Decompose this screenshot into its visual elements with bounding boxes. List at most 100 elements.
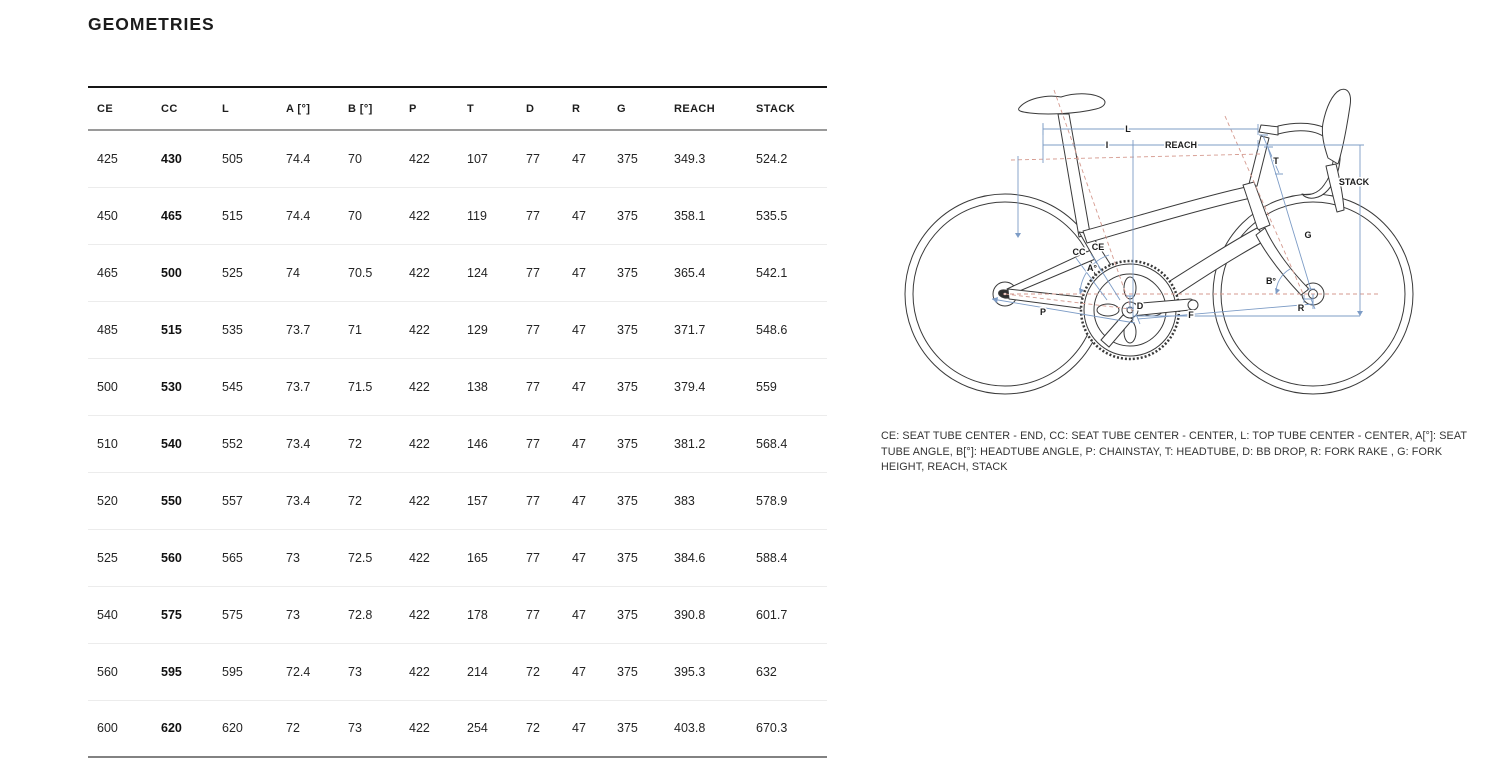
top-tube-horizontal-line: [1010, 153, 1261, 161]
table-cell: 47: [572, 322, 586, 337]
table-cell: 47: [572, 436, 586, 451]
table-cell: 47: [572, 265, 586, 280]
column-header: G: [617, 102, 626, 115]
table-cell: 422: [409, 493, 430, 508]
seatpost: [1057, 113, 1091, 238]
table-cell: 384.6: [674, 550, 706, 565]
column-header: P: [409, 102, 417, 115]
table-row: 465 500 525 74 70.5 422 124 77 47 375 365.4 542.1: [88, 244, 827, 301]
p-arrow: [992, 297, 998, 303]
table-cell: 500: [97, 379, 118, 394]
table-cell: 73: [286, 550, 300, 565]
legend-line: TUBE ANGLE, B[°]: HEADTUBE ANGLE, P: CHA…: [881, 445, 1443, 458]
table-cell: 515: [161, 322, 182, 337]
table-cell: 73.7: [286, 379, 311, 394]
table-cell: 375: [617, 664, 638, 679]
table-cell: 138: [467, 379, 488, 394]
d-dim-line: [1126, 295, 1134, 309]
label-t: T: [1273, 156, 1279, 166]
b-arc-arrow: [1275, 288, 1280, 294]
table-cell: 559: [756, 379, 777, 394]
table-cell: 505: [222, 151, 243, 166]
label-cc: CC: [1073, 247, 1086, 257]
table-cell: 73: [348, 721, 362, 736]
table-cell: 70.5: [348, 265, 373, 280]
table-cell: 422: [409, 607, 430, 622]
label-f: F: [1188, 310, 1194, 320]
table-cell: 73: [348, 664, 362, 679]
column-header: REACH: [674, 102, 716, 115]
table-cell: 510: [97, 436, 118, 451]
table-cell: 620: [222, 721, 243, 736]
table-cell: 465: [97, 265, 118, 280]
l-dim-line: [1042, 124, 1259, 135]
table-cell: 358.1: [674, 208, 706, 223]
table-row: 560 595 595 72.4 73 422 214 72 47 375 395.3 632: [88, 643, 827, 700]
table-cell: 119: [467, 208, 487, 223]
table-cell: 47: [572, 151, 586, 166]
axis-dashed-lines: [1003, 89, 1380, 315]
label-a-angle: A°: [1087, 263, 1097, 273]
table-body: 425 430 505 74.4 70 422 107 77 47 375 349.3 524.2 45…: [88, 130, 827, 757]
table-cell: 74.4: [286, 208, 311, 223]
table-cell: 72: [286, 721, 300, 736]
table-cell: 77: [526, 151, 540, 166]
table-cell: 530: [161, 379, 182, 394]
cc-dim-line: [1075, 257, 1108, 301]
table-cell: 375: [617, 322, 638, 337]
table-cell: 74.4: [286, 151, 311, 166]
table-cell: 565: [222, 550, 243, 565]
table-cell: 349.3: [674, 151, 706, 166]
table-cell: 520: [97, 493, 118, 508]
table-cell: 588.4: [756, 550, 788, 565]
table-cell: 157: [467, 493, 488, 508]
table-cell: 670.3: [756, 721, 788, 736]
column-header: A [°]: [286, 102, 311, 115]
table-row: 525 560 565 73 72.5 422 165 77 47 375 384.6 588.4: [88, 529, 827, 586]
table-cell: 545: [222, 379, 243, 394]
table-cell: 450: [97, 208, 118, 223]
table-cell: 70: [348, 208, 362, 223]
stem: [1258, 124, 1281, 136]
table-cell: 77: [526, 208, 540, 223]
table-cell: 254: [467, 721, 488, 736]
seat-vertical-arrow: [1015, 233, 1021, 238]
column-header: D: [526, 102, 535, 115]
table-row: 500 530 545 73.7 71.5 422 138 77 47 375 379.4 559: [88, 358, 827, 415]
table-cell: 375: [617, 265, 638, 280]
table-cell: 72.5: [348, 550, 373, 565]
table-cell: 550: [161, 493, 182, 508]
stack-arrow: [1357, 311, 1363, 316]
table-cell: 375: [617, 550, 638, 565]
table-cell: 422: [409, 436, 430, 451]
table-cell: 129: [467, 322, 488, 337]
diagram-labels: L I REACH STACK T G B° R D F P CC CE A°: [1038, 123, 1371, 322]
legend-line: HEIGHT, REACH, STACK: [881, 461, 1008, 473]
table-cell: 422: [409, 208, 430, 223]
column-header: STACK: [756, 102, 796, 115]
bike-geometry-diagram: L I REACH STACK T G B° R D F P CC CE A°: [880, 68, 1480, 428]
table-cell: 77: [526, 493, 540, 508]
table-cell: 425: [97, 151, 118, 166]
table-cell: 77: [526, 322, 540, 337]
table-cell: 535.5: [756, 208, 788, 223]
brake-lever: [1321, 88, 1351, 165]
table-row: 450 465 515 74.4 70 422 119 77 47 375 358.1 535.5: [88, 187, 827, 244]
measurement-lines: [991, 123, 1364, 325]
table-row: 510 540 552 73.4 72 422 146 77 47 375 381.2 568.4: [88, 415, 827, 472]
top-tube: [1082, 186, 1252, 244]
reach-dim-line: [1042, 140, 1364, 150]
table-cell: 600: [97, 721, 118, 736]
table-cell: 47: [572, 550, 586, 565]
table-cell: 575: [161, 607, 182, 622]
label-stack: STACK: [1339, 177, 1370, 187]
table-cell: 552: [222, 436, 243, 451]
table-row: 520 550 557 73.4 72 422 157 77 47 375 383 578.9: [88, 472, 827, 529]
table-cell: 632: [756, 664, 777, 679]
table-cell: 72: [526, 664, 540, 679]
column-header: B [°]: [348, 102, 373, 115]
table-cell: 560: [161, 550, 182, 565]
table-cell: 178: [467, 607, 488, 622]
table-cell: 375: [617, 151, 638, 166]
